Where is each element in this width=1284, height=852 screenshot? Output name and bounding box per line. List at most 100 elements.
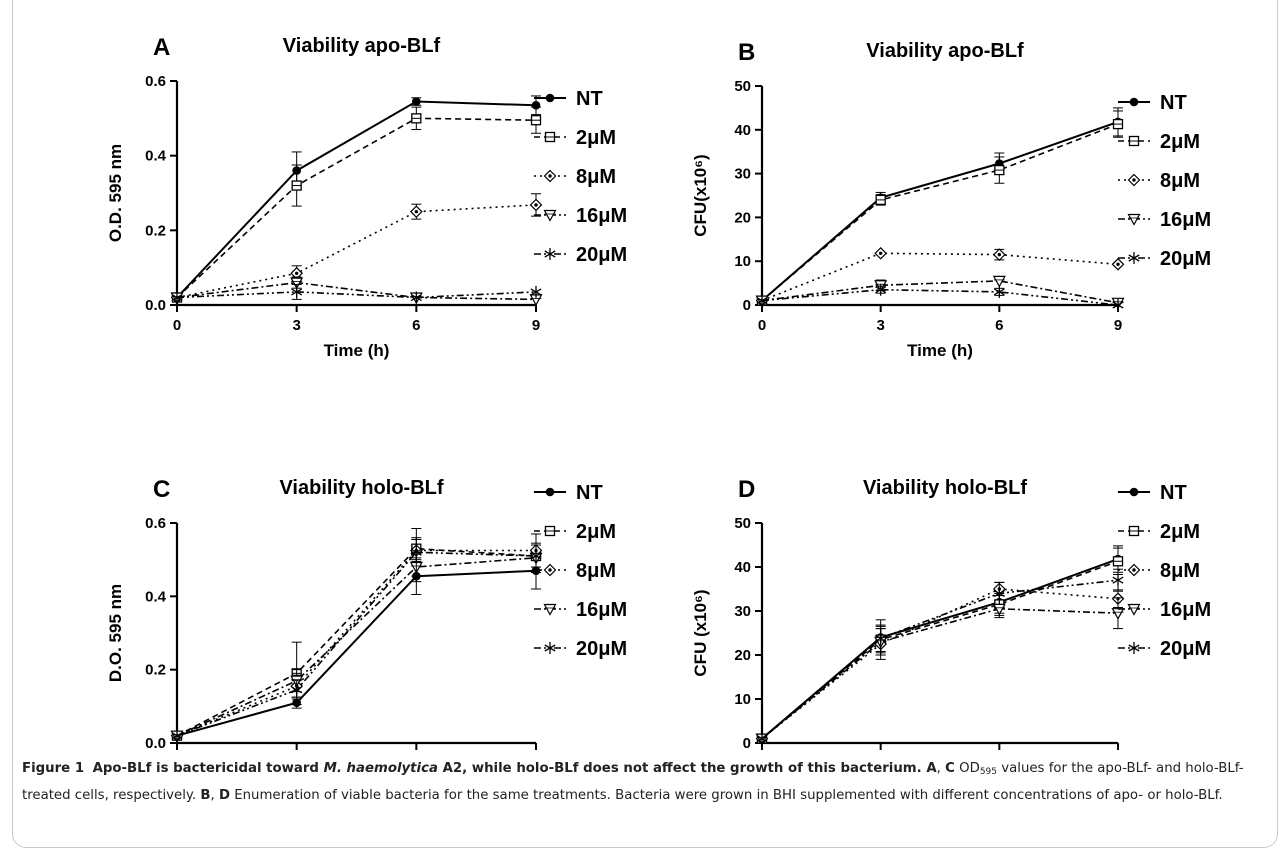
data-point [756, 732, 768, 745]
legend-marker [543, 563, 557, 577]
panel-letter: C [153, 476, 170, 503]
data-point [410, 546, 422, 559]
data-point [409, 205, 423, 219]
legend-marker [1127, 173, 1141, 187]
legend-label: 16μM [1160, 599, 1211, 621]
data-point [875, 283, 887, 296]
y-tick-label: 50 [734, 78, 751, 95]
series-line [761, 560, 1119, 740]
data-point [874, 246, 888, 260]
data-point [992, 275, 1006, 288]
y-axis-title: D.O. 595 nm [106, 584, 125, 682]
series-nt [757, 107, 1123, 305]
data-point [530, 550, 542, 562]
legend-marker [1127, 563, 1141, 577]
legend-label: 20μM [1160, 638, 1211, 660]
legend-label: 2μM [576, 521, 616, 543]
data-point [992, 248, 1006, 261]
data-point [290, 277, 304, 290]
legend-item-20um: 20μM [534, 638, 627, 660]
figure-caption: Figure 1 Apo-BLf is bactericidal toward … [22, 757, 1267, 808]
data-point [1112, 118, 1124, 130]
legend-item-8um: 8μM [534, 560, 616, 582]
data-point [994, 164, 1005, 176]
legend-item-nt: NT [1118, 92, 1187, 114]
legend-marker [1129, 487, 1139, 497]
x-axis-title: Time (h) [907, 341, 973, 360]
panel-a: A Viability apo-BLf 0 3 6 9 0.0 0.2 0.4 0.6 Time (… [106, 34, 627, 360]
legend-item-20um: 20μM [534, 244, 627, 266]
series-line [761, 120, 1119, 302]
panel-letter: A [153, 34, 170, 61]
series-line [176, 569, 537, 737]
legend-label: 8μM [1160, 560, 1200, 582]
series-nt [172, 95, 541, 302]
y-tick-label: 0.4 [145, 148, 167, 165]
legend: NT 2μM 8μM 16μM 20μM [534, 88, 627, 266]
legend-item-2um: 2μM [534, 521, 616, 543]
legend-item-16um: 16μM [534, 599, 627, 621]
legend-item-16um: 16μM [1118, 599, 1211, 621]
y-tick-label: 40 [734, 122, 751, 139]
data-point [993, 587, 1005, 600]
panel-title: Viability holo-BLf [279, 477, 443, 499]
legend-marker [1127, 213, 1141, 226]
data-point [1111, 257, 1125, 271]
y-axis-title: O.D. 595 nm [106, 144, 125, 242]
x-tick-label: 9 [532, 317, 540, 334]
panel-letter: D [738, 476, 755, 503]
series-line [176, 291, 537, 299]
legend-marker [1129, 97, 1139, 107]
legend-label: 20μM [576, 244, 627, 266]
x-axis-title: Time (h) [324, 341, 390, 360]
data-point [291, 683, 303, 696]
x-tick-label: 6 [995, 317, 1003, 334]
figure-frame [12, 0, 1278, 848]
panel-title: Viability holo-BLf [863, 477, 1027, 499]
legend-marker [544, 248, 556, 260]
legend-label: 8μM [576, 560, 616, 582]
data-point [171, 291, 183, 304]
data-point [291, 180, 302, 191]
data-point [993, 285, 1005, 298]
caption-species: M. haemolytica [323, 761, 438, 776]
data-point [1112, 299, 1124, 311]
y-tick-label: 10 [734, 253, 751, 270]
caption-ref-a: A [926, 761, 937, 776]
series-line [176, 557, 537, 737]
legend-marker [544, 131, 556, 143]
series-16um [170, 276, 543, 307]
series-line [761, 588, 1119, 740]
x-tick-label: 3 [292, 317, 300, 334]
y-tick-label: 30 [734, 166, 751, 183]
y-tick-label: 40 [734, 559, 751, 576]
legend-item-nt: NT [1118, 482, 1187, 504]
legend-item-nt: NT [534, 482, 603, 504]
caption-text-ac: values for the apo-BLf- and holo-BLf-tre… [22, 761, 1244, 803]
legend-item-2um: 2μM [1118, 131, 1200, 153]
caption-separator: , [210, 788, 219, 803]
y-tick-label: 0 [743, 735, 751, 752]
series-16um [755, 275, 1125, 310]
series-line [176, 281, 537, 301]
y-axis-title: CFU (x10⁶) [691, 589, 710, 676]
legend-marker [1128, 642, 1140, 654]
legend-item-nt: NT [534, 88, 603, 110]
caption-od-prefix: OD [954, 761, 980, 776]
y-tick-label: 0.0 [145, 297, 166, 314]
legend-label: NT [576, 88, 603, 110]
data-point [530, 115, 542, 126]
legend-item-8um: 8μM [1118, 170, 1200, 192]
series-line [176, 100, 537, 299]
panel-title: Viability apo-BLf [866, 40, 1024, 62]
series-line [176, 117, 537, 299]
y-tick-label: 30 [734, 603, 751, 620]
legend-item-20um: 20μM [1118, 638, 1211, 660]
legend-marker [1127, 603, 1141, 616]
legend-label: 2μM [576, 127, 616, 149]
data-point [1112, 574, 1124, 587]
data-point [875, 632, 887, 645]
series-8um [170, 533, 543, 743]
legend-label: NT [1160, 92, 1187, 114]
series-line [176, 547, 537, 737]
